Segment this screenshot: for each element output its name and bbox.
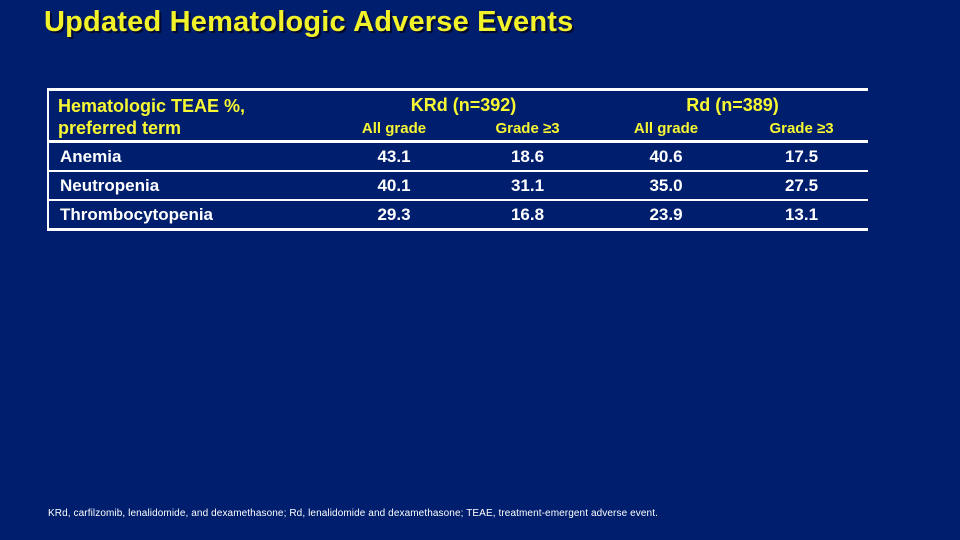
row-header-cell: Hematologic TEAE %, preferred term xyxy=(49,91,330,140)
table-cell: 18.6 xyxy=(510,146,545,166)
row-header-line1: Hematologic TEAE %, xyxy=(58,96,246,116)
footnote: KRd, carfilzomib, lenalidomide, and dexa… xyxy=(48,508,658,519)
table-cell: 29.3 xyxy=(377,204,411,224)
table-cell: 43.1 xyxy=(377,146,411,166)
adverse-events-table: Hematologic TEAE %, preferred term KRd (… xyxy=(47,88,868,231)
table-cell: 31.1 xyxy=(510,175,545,195)
table-row: Thrombocytopenia 29.3 16.8 23.9 13.1 xyxy=(49,201,868,228)
row-header-line2: preferred term xyxy=(58,118,182,138)
table-cell: 17.5 xyxy=(784,146,819,166)
column-header-rd-all-grade: All grade xyxy=(633,120,699,137)
column-header-krd-all-grade: All grade xyxy=(361,120,427,137)
table-cell: 27.5 xyxy=(784,175,819,195)
table-cell: 40.1 xyxy=(377,175,411,195)
krd-group-header: KRd (n=392) xyxy=(410,95,517,115)
table-cell: 40.6 xyxy=(649,146,683,166)
rd-group-header: Rd (n=389) xyxy=(686,95,779,115)
table-row: Neutropenia 40.1 31.1 35.0 27.5 xyxy=(49,172,868,201)
column-header-krd-grade-ge3: Grade ≥3 xyxy=(495,120,560,137)
table-cell: 35.0 xyxy=(649,175,683,195)
row-term: Thrombocytopenia xyxy=(60,204,214,224)
table-row: Anemia 43.1 18.6 40.6 17.5 xyxy=(49,143,868,172)
table-header: Hematologic TEAE %, preferred term KRd (… xyxy=(49,91,868,143)
slide-title: Updated Hematologic Adverse Events xyxy=(44,6,574,38)
row-term: Neutropenia xyxy=(60,175,160,195)
table-cell: 16.8 xyxy=(510,204,545,224)
column-header-rd-grade-ge3: Grade ≥3 xyxy=(769,120,834,137)
table-cell: 23.9 xyxy=(649,204,683,224)
row-term: Anemia xyxy=(60,146,122,166)
table-cell: 13.1 xyxy=(784,204,819,224)
